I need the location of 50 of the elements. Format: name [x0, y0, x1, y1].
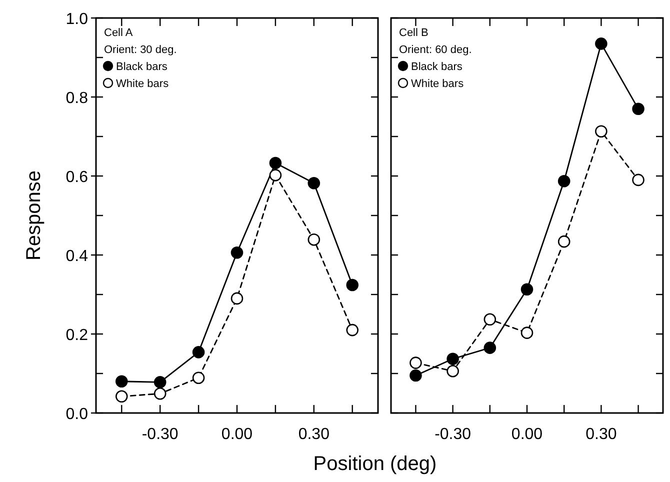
point	[192, 372, 205, 384]
annotation: Cell A	[104, 27, 134, 39]
point	[446, 352, 459, 366]
point	[632, 102, 644, 115]
point	[115, 375, 128, 388]
point	[269, 156, 282, 170]
point	[230, 292, 244, 305]
point	[269, 169, 282, 182]
y-tick-label: 0.4	[66, 248, 88, 265]
legend-label: White bars	[411, 78, 464, 90]
point	[595, 125, 608, 138]
point	[115, 390, 128, 403]
point	[308, 233, 320, 246]
y-tick-label: 0.8	[66, 90, 88, 107]
point	[520, 283, 534, 296]
text: -0.30	[142, 426, 178, 443]
point	[410, 369, 422, 382]
point	[595, 38, 608, 50]
x-tick-label: 0.30	[298, 426, 330, 443]
point	[632, 174, 644, 186]
legend-label: Black bars	[411, 61, 463, 73]
point	[154, 376, 166, 388]
point	[558, 235, 570, 248]
x-tick-label: 0.00	[511, 426, 543, 443]
x-tick-label: 0.00	[221, 426, 253, 443]
text: -0.30	[434, 426, 472, 443]
legend-label: White bars	[116, 78, 170, 90]
y-tick-label: 0.2	[66, 327, 88, 344]
annotation: Cell B	[399, 27, 428, 39]
point	[230, 246, 244, 259]
y-tick-label: 1.0	[66, 11, 88, 28]
point	[346, 278, 359, 292]
y-tick-label: 0.6	[66, 169, 88, 186]
point	[192, 346, 205, 358]
legend-label: Black bars	[116, 61, 168, 73]
y-axis-title: Response	[23, 170, 45, 261]
annotation: Orient: 30 deg.	[104, 44, 177, 56]
x-tick-label: 0.30	[586, 426, 617, 443]
point	[484, 313, 496, 326]
annotation: Orient: 60 deg.	[399, 44, 472, 56]
point	[410, 356, 422, 369]
point	[346, 324, 359, 336]
point	[558, 174, 570, 188]
y-tick-label: 0.0	[66, 406, 88, 423]
point	[308, 176, 320, 190]
x-axis-title: Position (deg)	[313, 453, 437, 475]
point	[446, 364, 459, 378]
point	[484, 342, 496, 354]
point	[154, 387, 166, 400]
point	[520, 326, 534, 339]
